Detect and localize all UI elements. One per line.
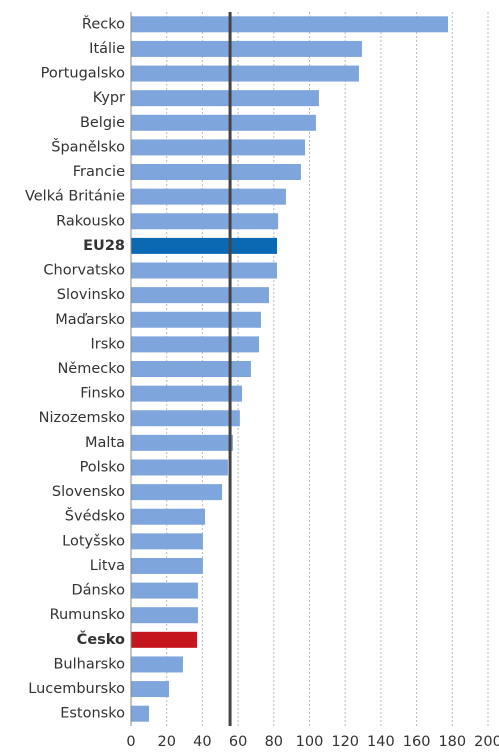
bar (131, 361, 251, 377)
y-tick-label: Chorvatsko (43, 263, 125, 279)
bar (131, 557, 203, 574)
y-tick-label: Česko (77, 630, 125, 648)
bar (131, 90, 319, 107)
y-tick-label: Řecko (82, 15, 125, 32)
y-tick-label: Rakousko (56, 213, 125, 229)
y-tick-label: Maďarsko (55, 312, 125, 328)
y-tick-label: Velká Británie (25, 189, 125, 205)
bar (131, 287, 269, 304)
bar (131, 262, 278, 279)
y-tick-label: Dánsko (71, 583, 125, 599)
y-tick-label: Španělsko (51, 137, 125, 155)
x-tick-label: 20 (157, 734, 175, 750)
bar (131, 139, 306, 156)
x-tick-label: 40 (193, 734, 211, 750)
y-tick-label: Nizozemsko (39, 410, 125, 426)
bar (131, 607, 198, 624)
y-tick-label: Rumunsko (50, 607, 126, 623)
y-tick-label: EU28 (83, 238, 125, 254)
y-tick-label: Švédsko (65, 507, 125, 525)
bar (131, 237, 278, 254)
bar (131, 213, 279, 230)
bar (131, 631, 198, 648)
y-tick-label: Litva (90, 558, 125, 574)
y-tick-label: Lotyšsko (62, 533, 125, 549)
bar (131, 508, 206, 525)
bar (131, 16, 449, 33)
x-tick-label: 0 (126, 734, 135, 750)
bar (131, 385, 243, 402)
y-tick-label: Estonsko (60, 706, 125, 722)
x-tick-label: 80 (265, 734, 283, 750)
y-tick-label: Belgie (80, 115, 125, 131)
bar (131, 533, 203, 550)
bar (131, 65, 359, 82)
y-tick-label: Bulharsko (53, 656, 125, 672)
y-tick-label: Kypr (93, 90, 125, 106)
bar (131, 164, 301, 181)
bar (131, 459, 228, 476)
y-tick-label: Slovinsko (57, 287, 125, 303)
bar (131, 434, 233, 451)
y-tick-label: Portugalsko (41, 66, 125, 82)
y-tick-label: Německo (57, 361, 125, 377)
bar (131, 40, 362, 57)
bar (131, 582, 198, 599)
x-tick-label: 200 (474, 734, 499, 750)
y-tick-label: Malta (85, 435, 125, 451)
bar (131, 311, 261, 328)
y-tick-label: Slovensko (52, 484, 125, 500)
y-tick-label: Itálie (89, 41, 125, 57)
x-tick-label: 160 (403, 734, 431, 750)
y-tick-label: Finsko (80, 386, 125, 402)
y-tick-label: Lucembursko (28, 681, 125, 697)
bar (131, 410, 240, 427)
x-tick-label: 60 (229, 734, 247, 750)
bar (131, 336, 259, 353)
bar (131, 188, 286, 205)
y-tick-label: Irsko (90, 336, 125, 352)
bar (131, 656, 183, 673)
x-tick-label: 180 (438, 734, 466, 750)
x-tick-label: 120 (331, 734, 359, 750)
bar (131, 114, 316, 131)
x-tick-label: 140 (367, 734, 395, 750)
bar (131, 681, 170, 698)
x-tick-label: 100 (296, 734, 324, 750)
y-tick-label: Polsko (80, 459, 126, 475)
y-tick-label: Francie (73, 164, 125, 180)
bar (131, 484, 223, 501)
bar (131, 705, 150, 722)
